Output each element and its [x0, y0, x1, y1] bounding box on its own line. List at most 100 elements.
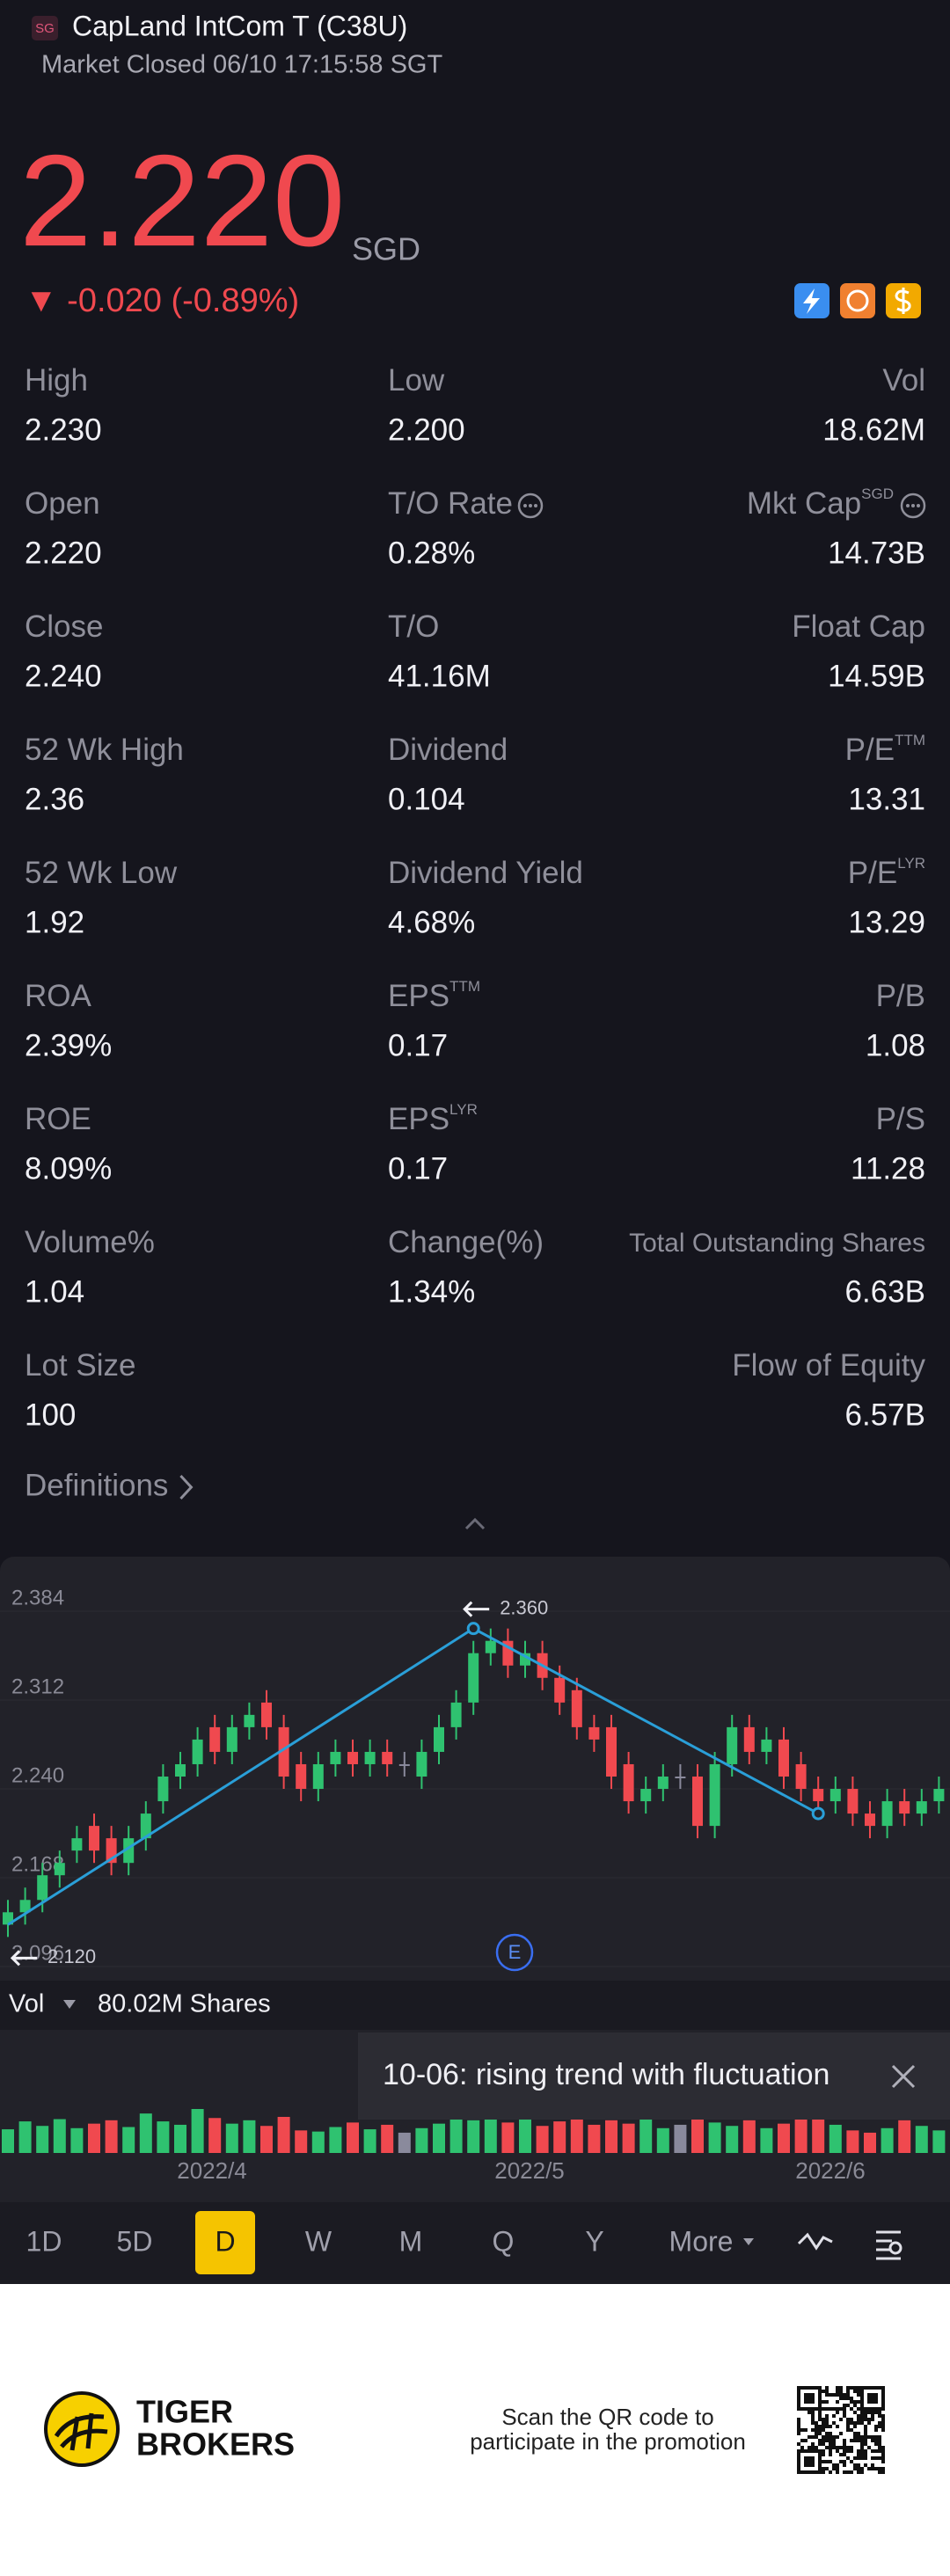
stat-value: 2.240	[25, 659, 102, 693]
candle-body	[209, 1726, 221, 1752]
candle-body	[829, 1789, 841, 1802]
candle-body	[140, 1813, 151, 1839]
period[interactable]: D	[215, 2225, 235, 2257]
stat-value: 13.31	[848, 782, 925, 816]
candle-body	[175, 1763, 186, 1777]
stat-label: High	[25, 363, 88, 398]
stat-value: 2.220	[25, 536, 102, 570]
volume-bar	[122, 2127, 135, 2153]
stat-value: 0.104	[388, 782, 465, 816]
stat-label: P/S	[876, 1102, 925, 1136]
trend-label: 2.120	[48, 1945, 96, 1967]
label-sup: SGD	[861, 485, 894, 502]
info-icon[interactable]	[900, 493, 926, 519]
period[interactable]: M	[399, 2225, 423, 2257]
volume-bar	[829, 2124, 842, 2153]
volume-bar	[760, 2127, 773, 2153]
candle-body	[296, 1763, 307, 1790]
candle-body	[244, 1714, 255, 1727]
candle-body	[571, 1689, 582, 1727]
candle-body	[709, 1763, 720, 1827]
settings-icon[interactable]	[876, 2230, 902, 2260]
label-text: Mkt Cap	[747, 486, 861, 521]
volume-bar	[622, 2123, 635, 2153]
period[interactable]: More	[669, 2225, 734, 2257]
candle-body	[606, 1726, 617, 1777]
stat-label: Dividend Yield	[388, 856, 583, 890]
volume-bar	[484, 2112, 497, 2153]
volume-bar	[812, 2111, 825, 2153]
trend-point	[811, 1806, 825, 1821]
definitions-link[interactable]: Definitions	[25, 1468, 168, 1502]
arrow	[10, 1950, 37, 1967]
candle-body	[364, 1751, 376, 1764]
label-text: Change(%)	[388, 1225, 544, 1259]
volume-bar	[898, 2120, 911, 2153]
indicator-icon[interactable]	[797, 2232, 833, 2251]
brand-line: BROKERS	[136, 2426, 295, 2463]
logo-stripes	[54, 2412, 108, 2451]
candle-body	[157, 1777, 169, 1802]
volume-bar	[347, 2122, 359, 2153]
candle-body	[588, 1726, 600, 1740]
stat-value: 2.39%	[25, 1028, 112, 1062]
icon	[846, 289, 869, 312]
vol-label[interactable]: Vol	[9, 1990, 44, 2018]
stat-label: T/O Rate	[388, 486, 513, 521]
label-text: Dividend	[388, 733, 508, 767]
period[interactable]: Q	[493, 2225, 515, 2257]
period[interactable]: 1D	[26, 2225, 62, 2257]
dropdown-arrow	[63, 2000, 76, 2009]
stat-label: ROE	[25, 1102, 91, 1136]
period[interactable]: Y	[585, 2225, 603, 2257]
label-text: 52 Wk High	[25, 733, 184, 767]
volume-bar	[794, 2119, 808, 2153]
info-icon[interactable]	[517, 493, 544, 519]
volume-bar	[208, 2118, 222, 2153]
volume-bar	[329, 2127, 342, 2153]
volume-bar	[501, 2122, 515, 2153]
stat-label: Open	[25, 486, 100, 521]
stat-value: 14.59B	[828, 659, 925, 693]
stat-label: Low	[388, 363, 445, 398]
candle-body	[261, 1702, 272, 1727]
candle-body	[450, 1702, 462, 1727]
period[interactable]: 5D	[117, 2225, 153, 2257]
candle-body	[278, 1726, 289, 1777]
label-text: T/O Rate	[388, 486, 513, 521]
event-marker[interactable]	[495, 1933, 534, 1972]
badges	[794, 283, 921, 318]
label-text: Flow of Equity	[732, 1348, 925, 1383]
candle-body	[382, 1751, 393, 1764]
close-button[interactable]	[891, 2064, 916, 2089]
stat-value: 2.230	[25, 412, 102, 447]
candle-body	[640, 1789, 652, 1802]
stat-value: 2.200	[388, 412, 465, 447]
stat-label: P/ETTM	[845, 732, 925, 767]
candle-body	[916, 1801, 927, 1814]
badge-orange[interactable]	[840, 283, 875, 318]
volume-bar	[53, 2119, 66, 2153]
volume-bar	[295, 2130, 308, 2153]
label-text: Vol	[882, 363, 925, 398]
stat-label: T/O	[388, 609, 439, 644]
candle-body	[398, 1763, 410, 1766]
volume-bar	[88, 2123, 100, 2153]
label-text: P/B	[876, 979, 925, 1013]
badge-box	[32, 16, 58, 40]
stat-label: Flow of Equity	[732, 1348, 925, 1383]
x-axis-label: 2022/6	[795, 2157, 866, 2184]
stat-label: 52 Wk High	[25, 733, 184, 767]
y-tick-label: 2.096	[11, 1941, 64, 1965]
label-text: Close	[25, 609, 103, 644]
period[interactable]: W	[305, 2225, 332, 2257]
candle-body	[881, 1801, 893, 1827]
collapse-caret[interactable]	[464, 1517, 486, 1530]
label-text: High	[25, 363, 88, 398]
stat-value: 13.29	[848, 905, 925, 939]
period-active[interactable]	[195, 2211, 255, 2274]
qr-modules	[797, 2386, 885, 2474]
volume-bar	[363, 2129, 376, 2153]
